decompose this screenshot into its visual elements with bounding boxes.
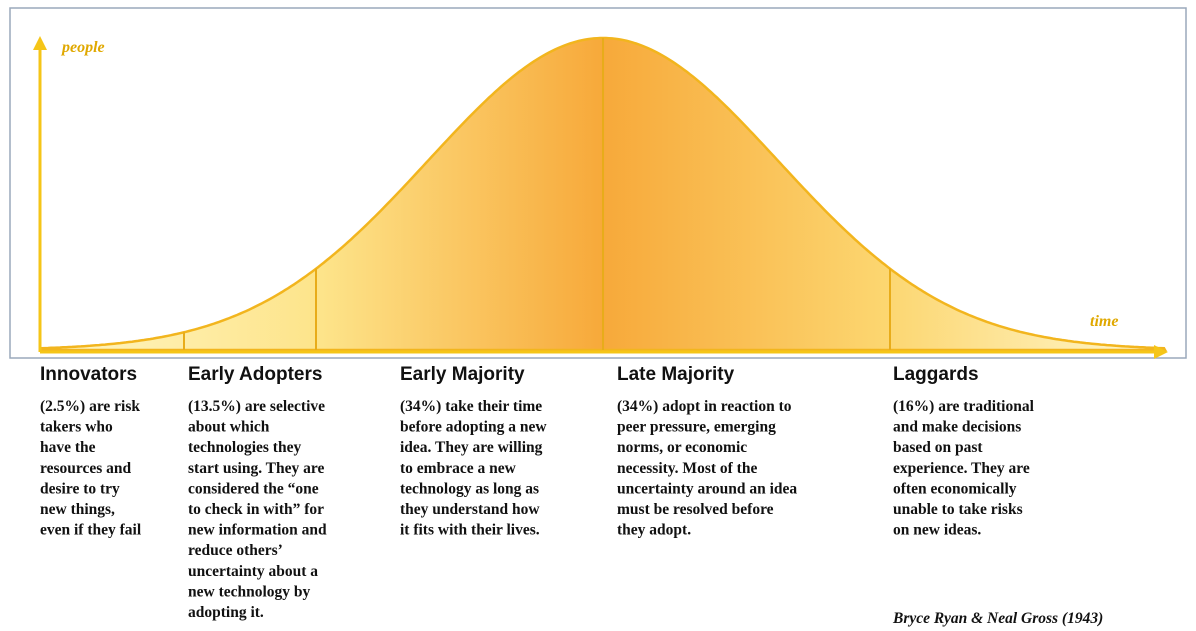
segment-text: peer pressure, emerging [617, 419, 776, 436]
segment-text: desire to try [40, 480, 120, 497]
segment-text: necessity. Most of the [617, 460, 757, 477]
citation: Bryce Ryan & Neal Gross (1943) [892, 610, 1103, 627]
segment-text: new things, [40, 501, 115, 518]
segment-text: new technology by [188, 583, 311, 600]
segment-text: often economically [893, 480, 1017, 497]
segment-text: idea. They are willing [400, 439, 543, 456]
segment-title: Innovators [40, 364, 137, 385]
segment-text: considered the “one [188, 480, 319, 497]
segment-text: they understand how [400, 501, 540, 518]
segment-text: about which [188, 419, 270, 436]
frame [9, 7, 1187, 359]
segment-text: technologies they [188, 439, 301, 456]
segment-text: have the [40, 439, 96, 456]
segment-text: unable to take risks [893, 501, 1023, 518]
segment-text: uncertainty around an idea [617, 480, 797, 497]
segment-text: based on past [893, 439, 983, 456]
dividers [183, 38, 891, 350]
segment-title: Early Majority [400, 364, 525, 385]
segment-text: reduce others’ [188, 542, 283, 559]
segment-text: must be resolved before [617, 501, 774, 518]
segment-text: even if they fail [40, 522, 142, 539]
x-axis-label: time [1090, 313, 1118, 330]
segment-text: it fits with their lives. [400, 522, 540, 539]
y-axis-label: people [60, 39, 105, 56]
segment-text: takers who [40, 419, 113, 436]
segment-title: Laggards [893, 364, 979, 385]
segment-text: to embrace a new [400, 460, 517, 477]
segment-text: (34%) take their time [400, 398, 542, 415]
segment-text: technology as long as [400, 480, 539, 497]
y-arrow [33, 36, 47, 50]
segments: Innovators (2.5%) are risk takers who have … [40, 364, 1035, 621]
segment-text: new information and [188, 522, 327, 539]
segment-text: they adopt. [617, 522, 691, 539]
segment-text: before adopting a new [400, 419, 547, 436]
segment-text: on new ideas. [893, 522, 981, 539]
segment-text: experience. They are [893, 460, 1030, 477]
segment-text: norms, or economic [617, 439, 747, 456]
segment-text: to check in with” for [188, 501, 324, 518]
segment-text: (16%) are traditional [893, 398, 1035, 415]
segment-title: Early Adopters [188, 364, 322, 385]
segment-text: start using. They are [188, 460, 324, 477]
segment-text: resources and [40, 460, 132, 477]
segment-text: uncertainty about a [188, 563, 318, 580]
segment-title: Late Majority [617, 364, 735, 385]
segment-text: (13.5%) are selective [188, 398, 325, 415]
segment-text: (34%) adopt in reaction to [617, 398, 792, 415]
x-arrow [1154, 345, 1168, 359]
segment-text: adopting it. [188, 604, 264, 621]
segment-text: and make decisions [893, 419, 1021, 436]
segment-text: (2.5%) are risk [40, 398, 140, 415]
